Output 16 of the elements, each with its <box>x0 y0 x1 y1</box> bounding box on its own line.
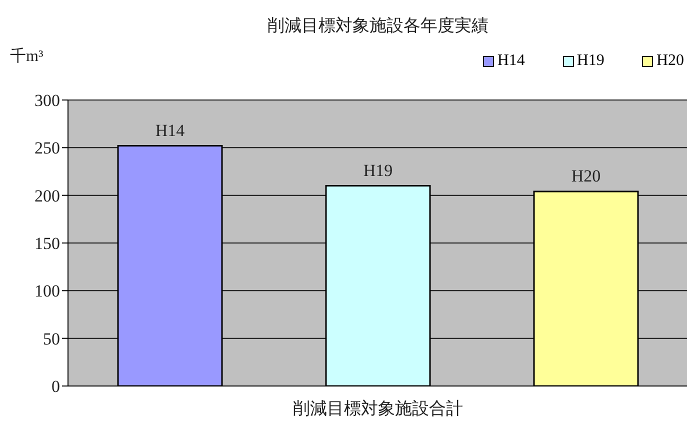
y-tick-label: 300 <box>34 91 60 110</box>
y-tick-label: 150 <box>34 234 60 254</box>
legend-label: H19 <box>576 52 604 70</box>
text: H20 <box>571 166 601 186</box>
legend-label: H14 <box>497 52 525 70</box>
chart-title: 削減目標対象施設各年度実績 <box>266 15 490 37</box>
x-tick-label: 削減目標対象施設合計 <box>293 399 463 418</box>
legend-label: H20 <box>656 52 684 70</box>
y-tick-label: 100 <box>34 282 60 301</box>
y-tick-label: 250 <box>34 138 60 158</box>
y-tick-label: 0 <box>52 377 60 396</box>
text: H19 <box>363 160 393 180</box>
text: H14 <box>155 120 185 140</box>
y-axis-title: 千m³ <box>10 46 44 67</box>
y-tick-label: 50 <box>43 329 60 348</box>
y-tick-label: 200 <box>34 186 60 206</box>
